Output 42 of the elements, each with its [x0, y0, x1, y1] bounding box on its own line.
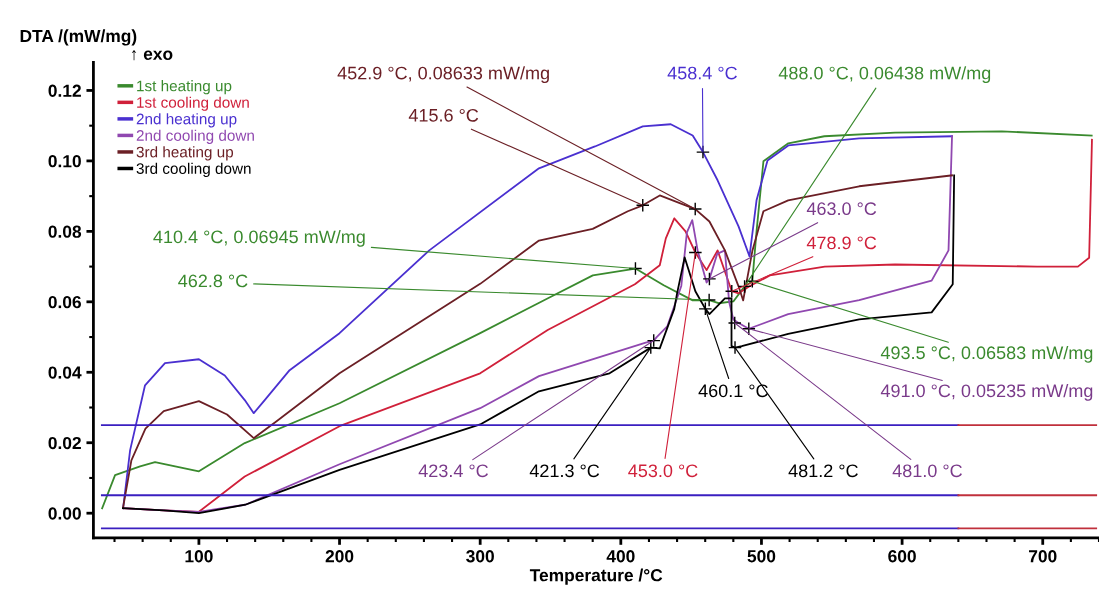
- annotation: 415.6 °C: [408, 108, 479, 122]
- legend-label: 2nd cooling down: [136, 129, 254, 144]
- annotation: 488.0 °C, 0.06438 mW/mg: [778, 66, 991, 84]
- annotation: 493.5 °C, 0.06583 mW/mg: [880, 345, 1093, 363]
- point: [698, 301, 713, 316]
- x-axis-title: Temperature /°C: [529, 568, 663, 585]
- text: ↑ exo: [131, 50, 173, 61]
- annotation: 452.9 °C, 0.08633 mW/mg: [337, 66, 549, 84]
- annotation: 421.3 °C: [529, 464, 600, 478]
- annotation: 491.0 °C, 0.05235 mW/mg: [880, 383, 1093, 401]
- x-tick-label: 300: [466, 550, 494, 563]
- point: [728, 340, 742, 355]
- y-tick-label: 0.12: [48, 84, 81, 97]
- annotation: 463.0 °C: [806, 202, 877, 216]
- y-tick-label: 0.08: [48, 225, 82, 238]
- x-tick-label: 100: [185, 550, 213, 563]
- annotation: 410.4 °C, 0.06945 mW/mg: [153, 229, 365, 247]
- y-tick-label: 0.00: [48, 507, 81, 520]
- legend-label: 1st heating up: [137, 80, 232, 95]
- annotation: 481.2 °C: [788, 464, 858, 478]
- x-tick-label: 400: [606, 550, 635, 563]
- annotation: 481.0 °C: [892, 464, 962, 478]
- legend-label: 2nd heating up: [136, 113, 237, 128]
- x-tick-label: 600: [888, 550, 916, 563]
- annotation: 423.4 °C: [418, 464, 488, 478]
- annotation: 453.0 °C: [628, 464, 698, 478]
- y-tick-label: 0.02: [48, 436, 81, 450]
- annotation: 458.4 °C: [667, 66, 737, 80]
- y-tick-label: 0.06: [48, 295, 81, 309]
- y-tick-label: 0.10: [48, 155, 81, 168]
- point: [643, 340, 658, 355]
- y-axis-title: DTA /(mW/mg): [20, 29, 137, 46]
- x-tick-label: 200: [325, 550, 354, 563]
- x-tick-label: 500: [747, 550, 776, 563]
- legend-label: 1st cooling down: [137, 96, 249, 111]
- annotation: 462.8 °C: [178, 274, 248, 288]
- annotation: 460.1 °C: [698, 384, 768, 398]
- y-tick-label: 0.04: [48, 366, 82, 379]
- x-tick-label: 700: [1029, 550, 1057, 563]
- legend-label: 3rd cooling down: [136, 162, 251, 177]
- legend-label: 3rd heating up: [136, 146, 234, 161]
- annotation: 478.9 °C: [806, 236, 877, 250]
